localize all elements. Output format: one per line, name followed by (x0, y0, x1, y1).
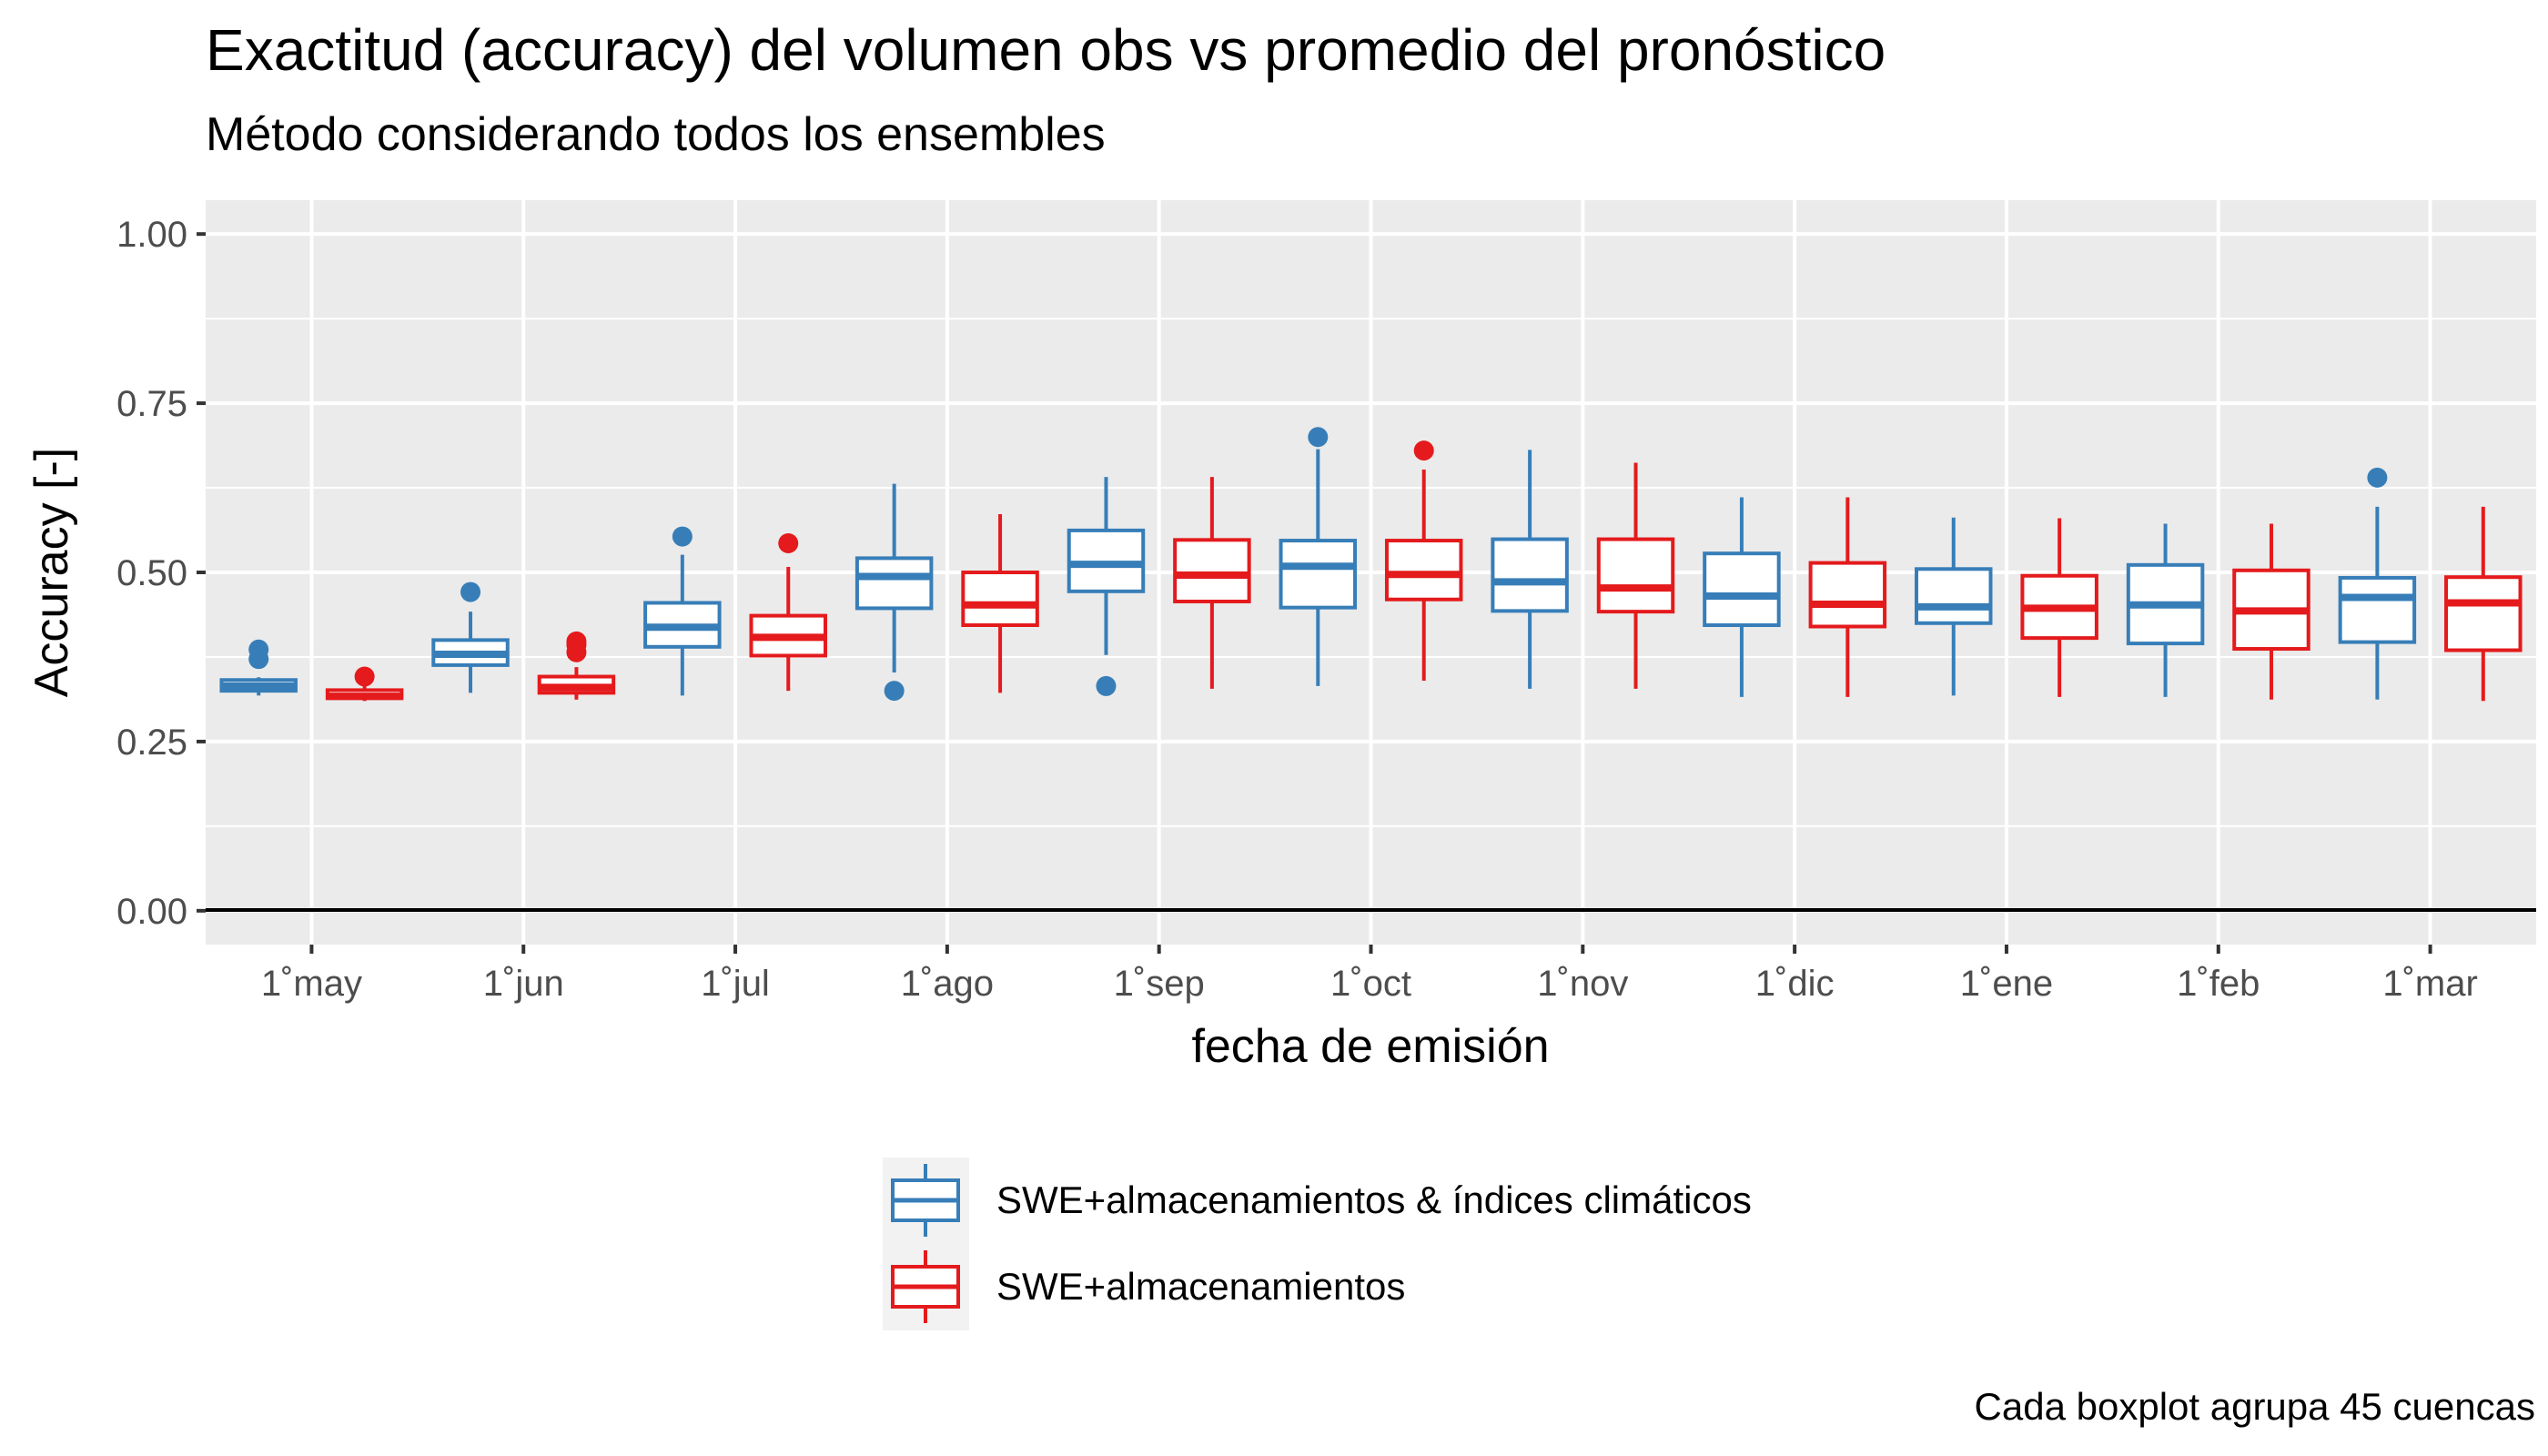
boxplot (854, 483, 934, 702)
box (961, 571, 1039, 628)
x-tick-label: 1˚oct (1330, 964, 1411, 1004)
x-axis-title: fecha de emisión (1191, 1020, 1549, 1073)
boxplot (537, 631, 616, 700)
box (2444, 575, 2523, 652)
box (854, 556, 934, 611)
y-tick-label: 1.00 (116, 215, 187, 255)
boxplot (961, 514, 1039, 693)
legend-label: SWE+almacenamientos & índices climáticos (996, 1178, 1752, 1221)
boxplot (1067, 477, 1146, 696)
boxplot (1596, 462, 1675, 689)
outlier-point (248, 639, 269, 660)
boxplot (1703, 497, 1781, 697)
legend-key (891, 1164, 960, 1237)
outlier-point (1096, 675, 1117, 696)
box (1279, 539, 1358, 610)
chart-subtitle: Método considerando todos los ensembles (206, 108, 1106, 161)
y-axis: 0.00 0.25 0.50 0.75 1.00 (116, 215, 206, 932)
boxplot (2126, 523, 2205, 697)
legend: SWE+almacenamientos & índices climáticos… (883, 1158, 1752, 1330)
outlier-point (672, 526, 693, 547)
outlier-point (2367, 467, 2388, 488)
boxplots (219, 427, 2523, 702)
boxplot (2338, 467, 2417, 700)
boxplot (431, 581, 510, 693)
legend-key (891, 1250, 960, 1323)
outlier-point (884, 681, 905, 702)
boxplot (1915, 517, 1993, 696)
box (1596, 537, 1675, 614)
outlier-point (566, 631, 587, 652)
boxplot (749, 533, 827, 692)
x-tick-label: 1˚jun (483, 964, 564, 1004)
x-tick-label: 1˚ago (901, 964, 994, 1004)
boxplot (643, 526, 722, 696)
boxplot (1173, 477, 1251, 689)
y-tick-label: 0.50 (116, 553, 187, 593)
x-tick-label: 1˚nov (1537, 964, 1628, 1004)
outlier-point (778, 533, 799, 554)
y-tick-label: 0.75 (116, 384, 187, 424)
box (1808, 561, 1887, 629)
y-tick-label: 0.00 (116, 892, 187, 932)
outlier-point (354, 666, 375, 687)
chart-title: Exactitud (accuracy) del volumen obs vs … (206, 17, 1886, 83)
box (1703, 551, 1781, 628)
outlier-point (1308, 427, 1329, 448)
boxplot (1808, 497, 1887, 697)
box (1915, 567, 1993, 625)
boxplot (1279, 427, 1358, 686)
outlier-point (460, 581, 481, 602)
x-tick-label: 1˚dic (1755, 964, 1835, 1004)
box (2338, 575, 2417, 644)
x-axis: 1˚may 1˚jun 1˚jul 1˚ago 1˚sep 1˚oct 1˚nov 1˚dic… (261, 945, 2478, 1004)
x-tick-label: 1˚may (261, 964, 362, 1004)
chart-caption: Cada boxplot agrupa 45 cuencas (1974, 1385, 2535, 1428)
legend-label: SWE+almacenamientos (996, 1265, 1405, 1308)
x-tick-label: 1˚ene (1960, 964, 2053, 1004)
boxplot (1491, 450, 1569, 689)
y-axis-title: Accuracy [-] (25, 448, 78, 698)
x-tick-label: 1˚mar (2382, 964, 2477, 1004)
boxplot (1384, 440, 1463, 681)
box (1491, 537, 1569, 613)
x-tick-label: 1˚sep (1114, 964, 1205, 1004)
x-tick-label: 1˚feb (2177, 964, 2260, 1004)
y-tick-label: 0.25 (116, 723, 187, 763)
x-tick-label: 1˚jul (701, 964, 770, 1004)
outlier-point (1413, 440, 1434, 461)
box (1384, 539, 1463, 602)
box (1173, 538, 1251, 603)
boxplot (325, 666, 404, 702)
boxplot (2232, 523, 2310, 700)
boxplot (219, 639, 298, 696)
boxplot (2444, 506, 2523, 702)
boxplot (2020, 518, 2098, 697)
